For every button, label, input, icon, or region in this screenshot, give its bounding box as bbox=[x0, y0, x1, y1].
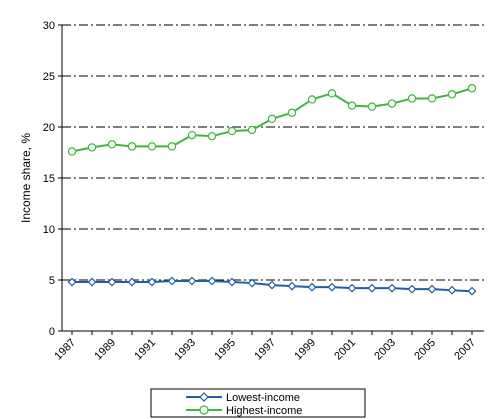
data-point bbox=[447, 285, 457, 295]
data-point bbox=[427, 94, 437, 103]
y-tick-label: 25 bbox=[43, 71, 55, 83]
y-tick-label: 0 bbox=[49, 326, 55, 338]
data-point bbox=[87, 277, 97, 287]
data-point bbox=[347, 283, 357, 293]
data-point bbox=[427, 284, 437, 294]
y-tick-label: 5 bbox=[49, 275, 55, 287]
data-point bbox=[267, 280, 277, 290]
data-point bbox=[67, 277, 77, 287]
data-point bbox=[287, 108, 297, 117]
data-point bbox=[367, 283, 377, 293]
data-point bbox=[307, 282, 317, 292]
y-tick-label: 30 bbox=[43, 20, 55, 32]
x-tick-label: 2001 bbox=[332, 337, 358, 363]
x-axis-ticks: 1987 1989 1991 1993 1995 1997 1999 2001 2003 2005… bbox=[52, 331, 478, 362]
series-group bbox=[67, 84, 477, 296]
y-tick-label: 10 bbox=[43, 224, 55, 236]
data-point bbox=[387, 99, 397, 108]
data-point bbox=[247, 278, 257, 288]
series-lowest-income bbox=[67, 276, 477, 296]
legend-marker bbox=[199, 392, 209, 402]
x-tick-label: 1989 bbox=[92, 337, 118, 363]
data-point bbox=[367, 102, 377, 111]
legend-marker bbox=[199, 405, 209, 415]
data-point bbox=[127, 277, 137, 287]
x-tick-label: 1993 bbox=[172, 337, 198, 363]
legend-box bbox=[150, 388, 366, 418]
data-point bbox=[327, 282, 337, 292]
data-point bbox=[187, 276, 197, 286]
legend-label: Lowest-income bbox=[226, 392, 300, 404]
data-point bbox=[147, 277, 157, 287]
data-point bbox=[407, 284, 417, 294]
x-tick-label: 1995 bbox=[212, 337, 238, 363]
data-point bbox=[347, 101, 357, 110]
x-tick-label: 2007 bbox=[452, 337, 478, 363]
data-point bbox=[67, 147, 77, 156]
data-point bbox=[87, 143, 97, 152]
data-point bbox=[207, 276, 217, 286]
data-point bbox=[467, 84, 477, 93]
data-point bbox=[207, 131, 217, 141]
x-tick-label: 1997 bbox=[252, 337, 278, 363]
data-point bbox=[267, 114, 277, 124]
x-tick-label: 2005 bbox=[412, 337, 438, 363]
x-tick-label: 1987 bbox=[52, 337, 78, 363]
data-point bbox=[167, 142, 177, 151]
data-point bbox=[447, 90, 457, 99]
data-point bbox=[287, 281, 297, 291]
y-tick-label: 20 bbox=[43, 122, 55, 134]
data-point bbox=[107, 140, 117, 149]
data-point bbox=[167, 276, 177, 286]
data-point bbox=[127, 142, 137, 151]
data-point bbox=[247, 125, 257, 135]
data-point bbox=[307, 95, 317, 104]
x-tick-label: 2003 bbox=[372, 337, 398, 363]
data-point bbox=[467, 286, 477, 296]
series-highest-income bbox=[67, 84, 477, 156]
x-tick-label: 1999 bbox=[292, 337, 318, 363]
y-tick-label: 15 bbox=[43, 173, 55, 185]
data-point bbox=[407, 94, 417, 103]
x-tick-label: 1991 bbox=[132, 337, 158, 363]
data-point bbox=[227, 126, 237, 136]
data-point bbox=[187, 130, 197, 140]
data-point bbox=[327, 89, 337, 98]
legend-label: Highest-income bbox=[226, 405, 302, 417]
data-point bbox=[387, 283, 397, 293]
data-point bbox=[107, 277, 117, 287]
data-point bbox=[147, 142, 157, 151]
data-point bbox=[227, 277, 237, 287]
y-axis-label: Income share, % bbox=[19, 133, 33, 223]
y-axis-ticks: 0 5 10 15 20 25 30 bbox=[43, 20, 62, 338]
